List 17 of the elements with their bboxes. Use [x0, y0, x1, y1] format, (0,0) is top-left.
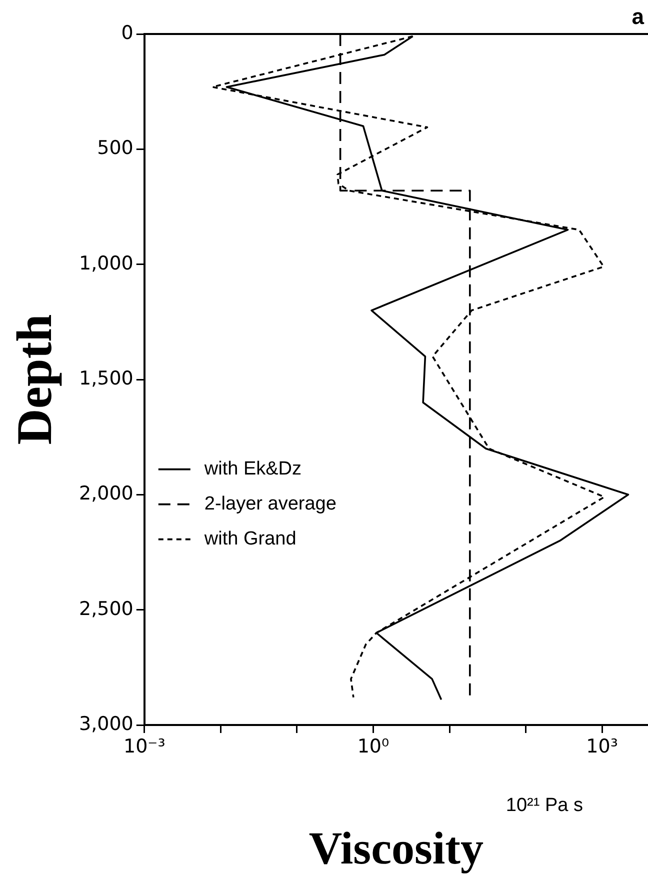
- y-tick-label: 1,500: [78, 367, 134, 390]
- legend-label: with Grand: [203, 528, 296, 550]
- x-tick-label: 10³: [586, 735, 618, 758]
- y-tick-label: 2,500: [78, 598, 134, 620]
- y-axis-title: Depth: [6, 314, 62, 445]
- y-tick-label: 3,000: [78, 712, 134, 735]
- x-tick-label: 10⁻³: [123, 735, 166, 758]
- legend-label: with Ek&Dz: [203, 458, 302, 480]
- x-tick-label: 10⁰: [357, 735, 390, 758]
- x-axis-title: Viscosity: [308, 822, 484, 874]
- y-tick-label: 0: [121, 22, 134, 44]
- y-tick-label: 500: [97, 137, 134, 160]
- y-tick-label: 2,000: [78, 482, 134, 505]
- legend-label: 2-layer average: [204, 494, 336, 515]
- text: a: [632, 4, 644, 30]
- text: 10²¹ Pa s: [506, 795, 583, 817]
- y-tick-label: 1,000: [78, 252, 134, 274]
